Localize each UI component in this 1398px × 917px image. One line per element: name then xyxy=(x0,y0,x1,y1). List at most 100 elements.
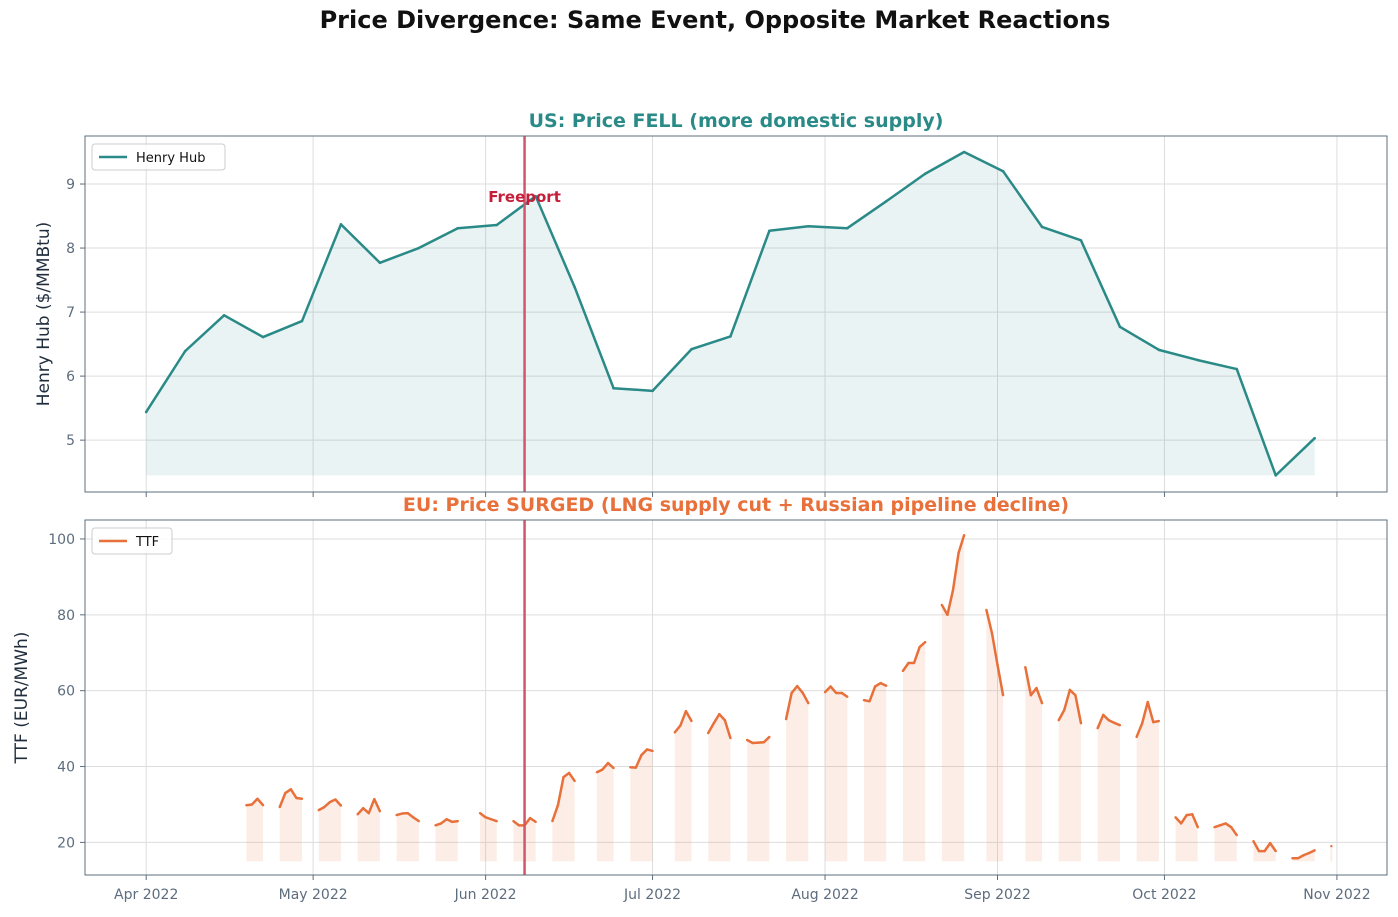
ttf-point xyxy=(562,775,565,779)
ttf-point xyxy=(362,807,365,810)
ttf-point xyxy=(1307,851,1311,855)
ttf-point xyxy=(1313,849,1316,852)
ttf-point xyxy=(1218,824,1222,827)
ttf-point xyxy=(1235,833,1238,837)
ttf-point xyxy=(512,819,515,823)
ttf-point xyxy=(250,803,254,806)
ttf-fill xyxy=(863,683,887,862)
ttf-point xyxy=(484,816,487,819)
ttf-point xyxy=(962,533,966,537)
ttf-point xyxy=(551,819,554,823)
ttf-point xyxy=(556,804,560,807)
ttf-point xyxy=(1274,849,1277,853)
x-tick-label: Aug 2022 xyxy=(791,887,858,903)
ttf-point xyxy=(1213,826,1216,829)
ttf-line-segment xyxy=(479,812,498,823)
ttf-point xyxy=(612,766,615,770)
ttf-point xyxy=(1146,700,1149,704)
ttf-fill xyxy=(902,642,926,862)
ttf-point xyxy=(278,805,281,809)
ttf-point xyxy=(256,797,259,800)
ttf-point xyxy=(261,804,265,807)
ttf-point xyxy=(1291,857,1294,860)
ttf-point xyxy=(601,768,604,771)
ttf-point xyxy=(679,724,682,727)
ttf-point xyxy=(990,631,994,635)
ttf-point xyxy=(573,779,576,783)
henry-hub-point xyxy=(300,319,304,323)
ttf-fill xyxy=(1025,667,1043,862)
ttf-point xyxy=(489,818,493,821)
ttf-point xyxy=(1230,826,1233,829)
ttf-point xyxy=(451,820,454,824)
ttf-point xyxy=(1263,849,1266,853)
ttf-fill xyxy=(279,789,302,862)
ttf-point xyxy=(1102,713,1105,717)
y-tick-label: 5 xyxy=(66,433,75,449)
ttf-point xyxy=(1252,840,1255,843)
henry-hub-point xyxy=(1157,348,1161,352)
axes-frame xyxy=(84,519,1388,876)
henry-hub-point xyxy=(884,200,888,203)
ttf-point xyxy=(406,811,409,815)
ttf-line-segment xyxy=(1024,666,1044,704)
ttf-point xyxy=(1224,822,1227,825)
ttf-point xyxy=(373,797,376,801)
henry-hub-point xyxy=(1313,436,1316,440)
ttf-fill xyxy=(747,736,770,862)
ttf-point xyxy=(757,741,760,744)
ttf-fill xyxy=(630,749,653,862)
ttf-fill xyxy=(318,799,341,862)
ttf-fill xyxy=(825,686,848,862)
ttf-point xyxy=(751,741,754,745)
henry-hub-point xyxy=(339,223,343,226)
ttf-point xyxy=(723,719,727,722)
ttf-point xyxy=(729,736,732,740)
ttf-line-segment xyxy=(985,609,1005,696)
henry-hub-point xyxy=(923,172,927,176)
ttf-point xyxy=(923,640,927,644)
y-tick-label: 8 xyxy=(66,241,75,257)
ttf-fill xyxy=(674,711,692,862)
legend: Henry Hub xyxy=(91,143,226,171)
ttf-fill xyxy=(1097,714,1120,862)
ttf-point xyxy=(846,695,849,698)
henry-hub-point xyxy=(534,194,537,198)
y-tick-label: 7 xyxy=(66,305,75,321)
ttf-point xyxy=(1079,722,1083,725)
henry-hub-point xyxy=(1274,474,1278,477)
ttf-fill xyxy=(596,763,614,862)
henry-hub-point xyxy=(417,246,421,250)
ttf-point xyxy=(745,738,749,742)
ttf-fill xyxy=(941,535,965,862)
x-tick-label: May 2022 xyxy=(279,887,348,903)
ttf-fill xyxy=(708,714,731,862)
ttf-point xyxy=(245,804,248,807)
x-tick-label: Apr 2022 xyxy=(114,887,178,903)
legend-label: Henry Hub xyxy=(136,151,205,166)
ttf-point xyxy=(1191,813,1194,816)
figure-title: Price Divergence: Same Event, Opposite M… xyxy=(319,6,1111,34)
ttf-point xyxy=(629,766,632,769)
ttf-point xyxy=(1179,822,1183,825)
henry-hub-point xyxy=(222,313,226,317)
ttf-point xyxy=(829,685,832,688)
y-axis-label: TTF (EUR/MWh) xyxy=(12,632,32,765)
ttf-point xyxy=(1001,694,1005,697)
y-tick-label: 80 xyxy=(57,608,75,624)
legend-box xyxy=(91,143,226,171)
y-axis-label: Henry Hub ($/MMBtu) xyxy=(34,222,54,406)
ttf-fill xyxy=(246,798,264,862)
ttf-point xyxy=(417,819,421,823)
ttf-point xyxy=(940,603,944,607)
henry-hub-point xyxy=(456,226,460,230)
ttf-point xyxy=(823,690,827,694)
ttf-fill xyxy=(786,686,809,862)
henry-hub-axes: 5 6 7 8 9 Freeport US: Price FELL (more domest… xyxy=(34,110,1388,497)
ttf-point xyxy=(395,813,398,817)
henry-hub-point xyxy=(495,223,499,227)
y-tick-label: 9 xyxy=(66,177,75,193)
ttf-fill xyxy=(1058,689,1081,862)
ttf-point xyxy=(907,661,910,665)
